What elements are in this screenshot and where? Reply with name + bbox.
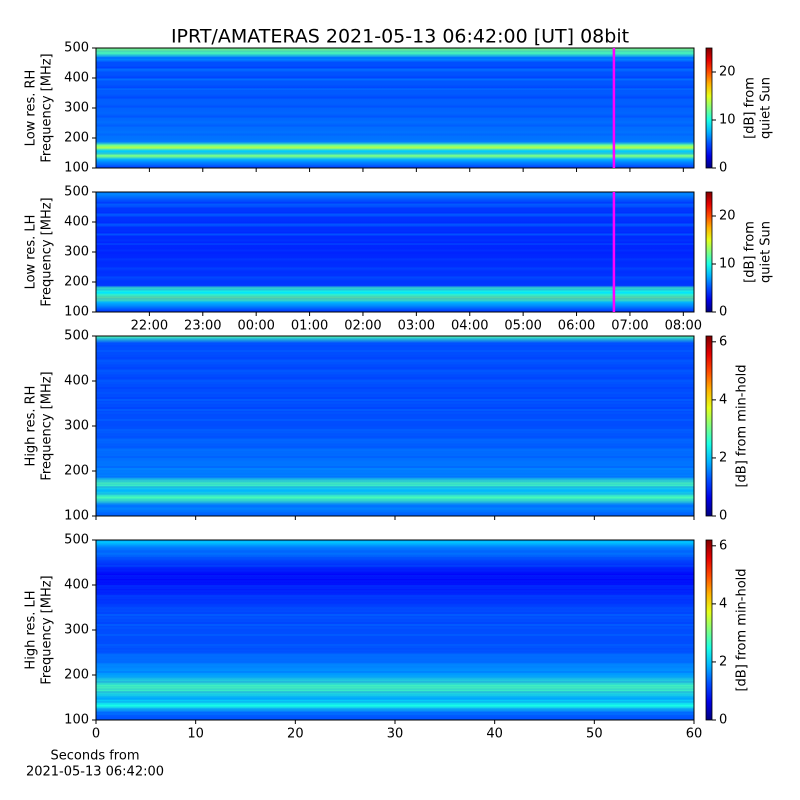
colorbar-label: quiet Sun [759, 77, 774, 139]
x-tick-label: 22:00 [131, 319, 168, 334]
y-tick-label: 200 [64, 131, 89, 146]
x-axis-label: 2021-05-13 06:42:00 [26, 765, 164, 780]
x-tick-label: 40 [486, 727, 503, 742]
colorbar [705, 539, 713, 721]
y-tick-label: 500 [64, 329, 89, 344]
colorbar-tick-label: 2 [719, 450, 727, 465]
colorbar [705, 191, 713, 313]
x-tick-label: 07:00 [611, 319, 648, 334]
y-tick-label: 300 [64, 245, 89, 260]
y-axis-label: Frequency [MHz] [40, 371, 55, 480]
colorbar-label: [dB] from min-hold [735, 364, 750, 487]
y-tick-label: 100 [64, 161, 89, 176]
y-tick-label: 100 [64, 509, 89, 524]
colorbar-label: quiet Sun [759, 221, 774, 283]
y-tick-label: 200 [64, 275, 89, 290]
x-tick-label: 04:00 [451, 319, 488, 334]
x-tick-label: 30 [387, 727, 404, 742]
x-tick-label: 02:00 [344, 319, 381, 334]
colorbar-tick-label: 4 [719, 596, 727, 611]
x-tick-label: 10 [187, 727, 204, 742]
y-tick-label: 500 [64, 533, 89, 548]
y-tick-label: 300 [64, 419, 89, 434]
x-tick-label: 05:00 [504, 319, 541, 334]
x-tick-label: 06:00 [558, 319, 595, 334]
colorbar-label: [dB] from [743, 77, 758, 139]
colorbar-tick-label: 20 [719, 65, 736, 80]
y-tick-label: 300 [64, 101, 89, 116]
colorbar-tick-label: 6 [719, 334, 727, 349]
x-tick-label: 01:00 [291, 319, 328, 334]
x-axis-label: Seconds from [50, 749, 139, 764]
colorbar-tick-label: 0 [719, 509, 727, 524]
y-tick-label: 500 [64, 41, 89, 56]
x-tick-label: 50 [586, 727, 603, 742]
y-tick-label: 400 [64, 215, 89, 230]
y-axis-label: Frequency [MHz] [40, 53, 55, 162]
x-tick-label: 23:00 [184, 319, 221, 334]
figure-title: IPRT/AMATERAS 2021-05-13 06:42:00 [UT] 0… [171, 26, 629, 48]
colorbar-tick-label: 4 [719, 392, 727, 407]
x-tick-label: 60 [686, 727, 703, 742]
x-tick-label: 20 [287, 727, 304, 742]
y-tick-label: 400 [64, 71, 89, 86]
y-axis-label: Frequency [MHz] [40, 197, 55, 306]
colorbar-label: [dB] from [743, 221, 758, 283]
colorbar-tick-label: 20 [719, 209, 736, 224]
colorbar [705, 335, 713, 517]
y-tick-label: 400 [64, 374, 89, 389]
colorbar-tick-label: 6 [719, 538, 727, 553]
y-tick-label: 500 [64, 185, 89, 200]
colorbar-tick-label: 0 [719, 713, 727, 728]
y-axis-label: Low res. LH [24, 215, 39, 290]
y-axis-label: High res. RH [24, 386, 39, 467]
colorbar-tick-label: 2 [719, 654, 727, 669]
y-tick-label: 200 [64, 668, 89, 683]
colorbar-tick-label: 0 [719, 305, 727, 320]
colorbar-tick-label: 10 [719, 257, 736, 272]
colorbar-tick-label: 0 [719, 161, 727, 176]
y-tick-label: 200 [64, 464, 89, 479]
colorbar [705, 47, 713, 169]
colorbar-tick-label: 10 [719, 113, 736, 128]
y-tick-label: 100 [64, 713, 89, 728]
y-tick-label: 400 [64, 578, 89, 593]
y-tick-label: 300 [64, 623, 89, 638]
x-tick-label: 0 [92, 727, 100, 742]
x-tick-label: 03:00 [398, 319, 435, 334]
y-axis-label: Low res. RH [24, 70, 39, 147]
y-tick-label: 100 [64, 305, 89, 320]
y-axis-label: Frequency [MHz] [40, 575, 55, 684]
colorbar-label: [dB] from min-hold [735, 568, 750, 691]
x-tick-label: 00:00 [237, 319, 274, 334]
y-axis-label: High res. LH [24, 590, 39, 669]
x-tick-label: 08:00 [665, 319, 702, 334]
